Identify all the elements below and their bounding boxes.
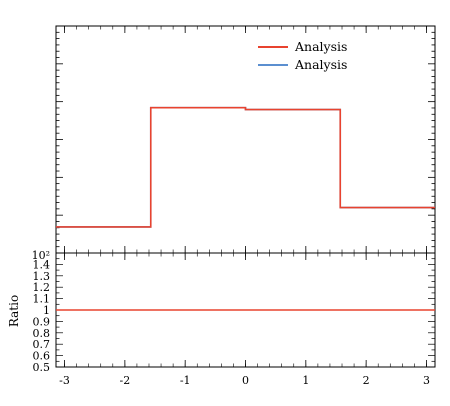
ratio-panel: 10² 0.50.60.70.80.911.11.21.31.4-3 -2 -1 0 1…	[7, 249, 436, 387]
ratio-axis-label: Ratio	[7, 295, 21, 327]
main-panel: Analysis Analysis	[55, 25, 436, 254]
series-line-1	[56, 106, 435, 228]
x-tick-label: -2	[120, 374, 131, 387]
main-series-group	[56, 106, 435, 228]
ratio-y-tick-label: 1	[43, 304, 50, 317]
top-axis-label: 10²	[32, 249, 50, 262]
x-tick-label: -3	[59, 374, 70, 387]
ratio-y-tick-label: 0.6	[33, 350, 51, 363]
ratio-y-tick-label: 0.7	[33, 338, 51, 351]
ratio-y-tick-label: 0.5	[33, 361, 51, 374]
ratio-y-tick-label: 1.2	[33, 281, 51, 294]
x-tick-label: 3	[423, 374, 430, 387]
x-tick-label: 0	[242, 374, 249, 387]
legend: Analysis Analysis	[258, 39, 347, 72]
ratio-y-tick-label: 1.1	[33, 293, 51, 306]
series-line-2	[56, 106, 435, 228]
x-tick-label: 1	[302, 374, 309, 387]
x-tick-label: 2	[363, 374, 370, 387]
ratio-y-tick-label: 0.9	[33, 315, 51, 328]
ratio-y-tick-label: 1.3	[33, 270, 51, 283]
main-plot-frame	[55, 25, 436, 254]
legend-label: Analysis	[294, 57, 347, 72]
ratio-y-tick-label: 1.4	[33, 258, 51, 271]
ratio-y-tick-label: 0.8	[33, 327, 51, 340]
legend-label: Analysis	[294, 39, 347, 54]
main-axis-ticks	[56, 25, 435, 254]
ratio-axis-ticks: 0.50.60.70.80.911.11.21.31.4-3 -2 -1 0 1 2 3	[33, 252, 435, 387]
x-tick-label: -1	[180, 374, 191, 387]
